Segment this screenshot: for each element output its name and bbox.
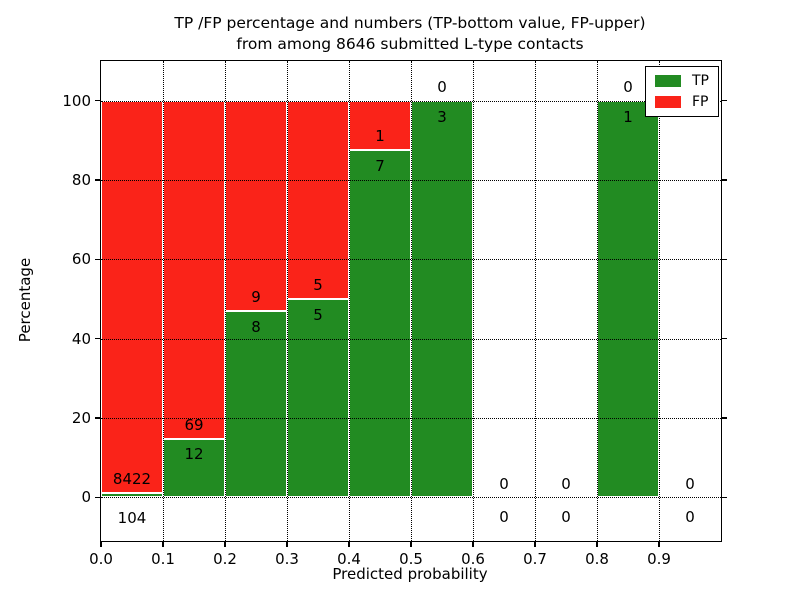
- bar-segment-tp: [411, 100, 473, 498]
- x-tick-mark: [534, 541, 536, 547]
- x-gridline: [535, 61, 536, 541]
- x-tick-mark: [100, 541, 102, 547]
- fp-count-label: 9: [251, 287, 261, 306]
- bar-segment-tp: [101, 492, 163, 498]
- y-tick-mark-right: [721, 99, 727, 102]
- y-tick-mark-left: [95, 179, 101, 181]
- y-tick-mark-right: [721, 496, 727, 499]
- y-tick-mark-left: [95, 99, 101, 102]
- y-tick-mark-left: [95, 417, 101, 419]
- x-gridline: [287, 61, 288, 541]
- x-axis-label: Predicted probability: [332, 565, 488, 583]
- y-tick-label: 80: [71, 171, 91, 189]
- tp-count-label: 7: [375, 157, 385, 176]
- y-tick-mark-left: [95, 496, 101, 499]
- tp-count-label: 1: [623, 107, 633, 126]
- bar-segment-tp: [163, 438, 225, 498]
- x-gridline: [349, 61, 350, 541]
- y-axis-label: Percentage: [16, 257, 34, 343]
- plot-area: 8422 104 69 12 9 8 5 5 1 7 0 3 0 0 0 0 0 1 0 0 0 20 40 60 80 100 0…: [62, 60, 727, 568]
- y-tick-label: 0: [81, 488, 91, 507]
- tp-count-label: 3: [437, 107, 447, 126]
- y-tick-mark-right: [721, 337, 727, 340]
- x-tick-label: 0.2: [213, 550, 237, 568]
- x-gridline: [473, 61, 474, 541]
- legend-item-tp: TP: [655, 74, 709, 88]
- chart-title-line2: from among 8646 submitted L-type contact…: [236, 35, 584, 53]
- tp-swatch-icon: [655, 75, 681, 87]
- x-tick-label: 0.6: [461, 550, 485, 568]
- y-tick-label: 60: [71, 250, 91, 269]
- y-tick-mark-right: [721, 258, 727, 261]
- fp-count-label: 0: [685, 475, 695, 494]
- fp-count-label: 0: [623, 77, 633, 96]
- x-gridline: [597, 61, 598, 541]
- x-tick-label: 0.4: [337, 550, 361, 568]
- fp-count-label: 0: [499, 475, 509, 494]
- x-tick-mark: [224, 541, 226, 547]
- tp-count-label: 0: [499, 508, 509, 527]
- tp-count-label: 8: [251, 317, 261, 336]
- x-tick-label: 0.1: [151, 550, 175, 568]
- y-tick-mark-left: [95, 337, 101, 340]
- x-tick-label: 0.9: [647, 550, 671, 568]
- fp-count-label: 0: [437, 77, 447, 96]
- x-tick-mark: [472, 541, 474, 547]
- bar-segment-fp: [225, 100, 287, 311]
- fp-count-label: 8422: [112, 469, 152, 488]
- bar-segment-tp: [287, 299, 349, 498]
- x-tick-mark: [658, 541, 660, 547]
- x-gridline: [225, 61, 226, 541]
- fp-swatch-icon: [655, 96, 681, 108]
- x-tick-mark: [596, 541, 598, 547]
- bar-segment-fp: [287, 100, 349, 299]
- x-gridline: [411, 61, 412, 541]
- x-gridline: [163, 61, 164, 541]
- tp-count-label: 0: [561, 508, 571, 527]
- y-tick-label: 20: [71, 409, 91, 428]
- chart-title: TP /FP percentage and numbers (TP-bottom…: [100, 13, 720, 55]
- tp-count-label: 12: [184, 445, 204, 464]
- x-tick-label: 0.8: [585, 550, 609, 568]
- bar-segment-tp: [597, 100, 659, 498]
- fp-count-label: 1: [375, 127, 385, 146]
- bar-segment-tp: [349, 150, 411, 498]
- x-gridline: [659, 61, 660, 541]
- bar-segment-fp: [163, 100, 225, 439]
- fp-count-label: 69: [184, 415, 204, 434]
- tp-count-label: 5: [313, 305, 323, 324]
- x-tick-mark: [348, 541, 350, 547]
- y-tick-mark-right: [721, 417, 727, 419]
- fp-count-label: 0: [561, 475, 571, 494]
- x-tick-label: 0.0: [89, 550, 113, 568]
- y-tick-mark-right: [721, 179, 727, 181]
- x-tick-label: 0.5: [399, 550, 423, 568]
- tp-count-label: 0: [685, 508, 695, 527]
- bar-segment-fp: [101, 100, 163, 493]
- legend: TP FP: [645, 66, 719, 117]
- fp-count-label: 5: [313, 276, 323, 295]
- legend-label-fp: FP: [692, 94, 709, 110]
- x-tick-mark: [410, 541, 412, 547]
- legend-label-tp: TP: [692, 73, 709, 89]
- x-tick-mark: [162, 541, 164, 547]
- x-tick-mark: [286, 541, 288, 547]
- chart-title-line1: TP /FP percentage and numbers (TP-bottom…: [174, 14, 646, 32]
- x-tick-label: 0.7: [523, 550, 547, 568]
- y-tick-label: 40: [71, 329, 91, 348]
- x-tick-label: 0.3: [275, 550, 299, 568]
- legend-item-fp: FP: [655, 95, 709, 109]
- y-tick-label: 100: [62, 91, 91, 110]
- y-tick-mark-left: [95, 258, 101, 261]
- tp-count-label: 104: [117, 509, 147, 528]
